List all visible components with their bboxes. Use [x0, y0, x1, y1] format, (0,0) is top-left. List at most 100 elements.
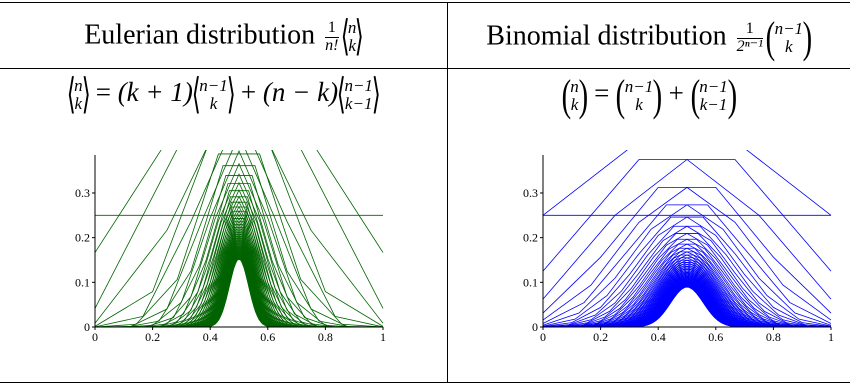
eulerian-recurrence: ⟨ n k ⟩ = (k + 1)⟨ n−1 k ⟩ + (n − k)⟨ n−1 k−1 ⟩ — [66, 72, 381, 118]
series-line-n60 — [95, 249, 383, 328]
eulerian-normalizer: 1 n! — [325, 19, 339, 55]
angle-right-icon: ⟩ — [355, 14, 365, 60]
series-line-n22 — [543, 251, 831, 328]
series-line-n61 — [95, 248, 383, 328]
y-tick-label: 0.1 — [75, 275, 90, 289]
series-line-n60 — [543, 280, 831, 328]
binomial-title: Binomial distribution — [486, 20, 727, 52]
eulerian-title: Eulerian distribution — [84, 19, 316, 51]
x-tick-label: 0.2 — [145, 330, 160, 344]
series-line-n9 — [94, 150, 384, 328]
series-line-n79 — [95, 257, 383, 328]
series-group — [542, 150, 832, 328]
series-line-n66 — [95, 252, 383, 328]
series-line-n10 — [94, 165, 384, 328]
series-line-n28 — [543, 259, 831, 328]
x-tick-label: 0.2 — [593, 330, 608, 344]
series-line-n6 — [542, 186, 832, 314]
series-line-n24 — [543, 254, 831, 328]
eulerian-sym-bottom: k — [348, 36, 356, 55]
series-line-n64 — [543, 282, 831, 328]
series-line-n11 — [94, 150, 384, 328]
series-line-n15 — [542, 232, 832, 328]
eulerian-norm-den: n! — [325, 36, 339, 54]
paren-left-icon: ( — [765, 13, 775, 62]
series-line-n5 — [94, 150, 384, 324]
binomial-chart: 0 0.2 0.4 0.6 0.8 1 0 0.1 0.2 0.3 — [523, 150, 834, 344]
table-header-rule — [0, 68, 850, 69]
x-tick-label: 0.4 — [203, 330, 218, 344]
br-term2-bottom: k−1 — [699, 95, 728, 114]
binomial-recurrence: (n k) = (n−1 k) + (n−1 k−1) — [561, 71, 737, 120]
series-line-n69 — [95, 252, 383, 328]
series-line-n70 — [95, 255, 383, 328]
x-tick-label: 0.6 — [260, 330, 275, 344]
binomial-norm-num: 1 — [736, 20, 763, 39]
binomial-normalizer: 1 2ⁿ⁻¹ — [736, 20, 763, 56]
series-line-n67 — [543, 282, 831, 328]
series-line-n24 — [95, 210, 383, 328]
er-plus: + — [240, 77, 257, 108]
series-line-n11 — [542, 216, 832, 327]
br-plus: + — [668, 78, 684, 109]
binomial-header: Binomial distribution 1 2ⁿ⁻¹(n−1 k) — [448, 16, 850, 60]
series-line-n5 — [542, 158, 832, 300]
series-line-n69 — [543, 283, 831, 328]
er-equals: = — [95, 77, 111, 108]
series-line-n66 — [543, 282, 831, 328]
series-line-n6 — [94, 150, 384, 327]
series-line-n68 — [95, 254, 383, 328]
y-tick-label: 0.2 — [523, 231, 538, 245]
series-line-n62 — [95, 250, 383, 328]
y-tick-label: 0 — [84, 320, 90, 334]
er-lhs-top: n — [74, 76, 83, 96]
series-line-n3 — [94, 150, 384, 253]
br-term1-bottom: k — [635, 95, 643, 114]
eulerian-header: Eulerian distribution 1 n! ⟨ n k ⟩ — [0, 16, 447, 58]
series-line-n64 — [95, 251, 383, 328]
binomial-norm-den: 2ⁿ⁻¹ — [736, 37, 763, 55]
series-line-n3 — [542, 150, 832, 216]
series-line-n58 — [95, 248, 383, 328]
eulerian-norm-num: 1 — [325, 19, 339, 38]
series-line-n65 — [543, 282, 831, 328]
series-line-n7 — [542, 186, 832, 321]
series-line-n76 — [95, 257, 383, 328]
series-line-n13 — [542, 225, 832, 328]
y-tick-label: 0.2 — [75, 231, 90, 245]
br-term1-top: n−1 — [624, 77, 654, 97]
br-lhs-bottom: k — [570, 95, 579, 114]
eulerian-chart: 0 0.2 0.4 0.6 0.8 1 0 0.1 0.2 0.3 — [75, 150, 386, 344]
br-term2-top: n−1 — [699, 77, 728, 97]
series-line-n67 — [95, 251, 383, 328]
series-line-n25 — [543, 254, 831, 328]
x-tick-label: 0 — [540, 330, 546, 344]
er-term1-bottom: k — [209, 94, 218, 113]
series-line-n9 — [542, 204, 832, 326]
series-line-n21 — [95, 195, 383, 328]
series-line-n23 — [95, 200, 383, 328]
binomial-coefficient-symbol: n−1 k — [775, 20, 803, 56]
er-term2-coef: (n − k) — [262, 77, 339, 108]
table-column-divider — [447, 2, 448, 383]
x-tick-label: 0.6 — [708, 330, 723, 344]
series-line-n18 — [95, 196, 383, 328]
series-line-n8 — [94, 153, 384, 328]
x-tick-label: 1 — [380, 330, 386, 344]
series-group — [94, 150, 384, 328]
binomial-sym-bottom: k — [785, 37, 793, 56]
series-line-n61 — [543, 280, 831, 328]
x-tick-label: 0.4 — [651, 330, 666, 344]
table-bottom-rule — [0, 382, 850, 383]
y-tick-label: 0.3 — [75, 186, 90, 200]
table-top-rule — [0, 2, 850, 3]
br-lhs-top: n — [570, 77, 579, 97]
paren-right-icon: ) — [802, 13, 813, 62]
er-lhs-bottom: k — [74, 94, 83, 113]
series-line-n78 — [95, 258, 383, 328]
x-tick-label: 0.8 — [766, 330, 781, 344]
series-line-n4 — [94, 150, 384, 309]
series-line-n23 — [543, 251, 831, 328]
er-term2-top: n−1 — [344, 76, 373, 96]
